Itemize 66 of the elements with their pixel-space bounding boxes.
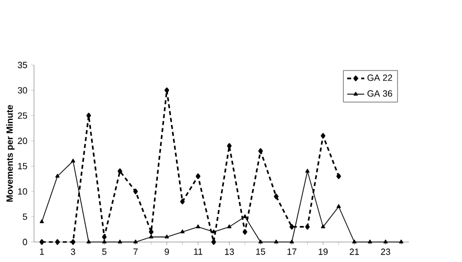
point bbox=[55, 239, 60, 245]
x-tick-label: 11 bbox=[194, 248, 202, 255]
point bbox=[149, 234, 154, 238]
x-tick-label: 3 bbox=[70, 248, 76, 255]
point bbox=[86, 240, 91, 244]
point bbox=[320, 133, 326, 139]
point bbox=[164, 234, 169, 238]
y-tick-label: 10 bbox=[18, 188, 28, 195]
y-tick-label: 20 bbox=[18, 138, 28, 144]
point bbox=[212, 229, 216, 234]
y-tick-label: 15 bbox=[18, 163, 28, 170]
point bbox=[86, 112, 91, 118]
y-tick-label: 5 bbox=[22, 214, 28, 220]
x-tick-label: 13 bbox=[225, 248, 234, 255]
point bbox=[336, 204, 341, 208]
x-tick-label: 1 bbox=[40, 248, 44, 255]
point bbox=[180, 229, 185, 234]
x-tick-label: 21 bbox=[350, 248, 359, 255]
y-axis-title: Movements per Minute bbox=[6, 105, 15, 202]
point bbox=[290, 240, 294, 244]
point bbox=[290, 224, 294, 230]
point bbox=[274, 240, 278, 244]
point bbox=[55, 174, 60, 178]
legend-label: GA 22 bbox=[367, 74, 392, 81]
point bbox=[258, 240, 263, 244]
point bbox=[164, 87, 170, 94]
y-tick-label: 30 bbox=[18, 87, 28, 94]
x-tick-label: 17 bbox=[288, 248, 296, 255]
point bbox=[352, 240, 356, 244]
point bbox=[133, 240, 138, 244]
point bbox=[320, 224, 326, 228]
point bbox=[274, 194, 278, 200]
y-tick-label: 0 bbox=[22, 238, 28, 246]
point bbox=[242, 214, 248, 218]
x-tick-label: 15 bbox=[256, 248, 266, 255]
y-tick-label: 35 bbox=[18, 62, 28, 68]
point bbox=[180, 198, 185, 204]
point bbox=[118, 168, 122, 174]
point bbox=[336, 173, 341, 180]
legend-label: GA 36 bbox=[367, 90, 392, 97]
point bbox=[118, 240, 122, 244]
point bbox=[227, 224, 232, 228]
point bbox=[399, 240, 404, 244]
x-tick-label: 7 bbox=[134, 248, 138, 255]
point bbox=[368, 240, 372, 244]
point bbox=[211, 239, 216, 245]
x-tick-label: 23 bbox=[381, 248, 390, 255]
point bbox=[258, 148, 263, 154]
point bbox=[40, 239, 44, 245]
point bbox=[70, 158, 76, 162]
point bbox=[305, 224, 310, 230]
x-tick-label: 19 bbox=[318, 248, 328, 255]
point bbox=[242, 229, 248, 235]
point bbox=[70, 239, 76, 245]
x-tick-label: 5 bbox=[102, 248, 106, 255]
y-tick-label: 25 bbox=[18, 112, 28, 119]
point bbox=[383, 240, 388, 244]
point bbox=[133, 188, 138, 194]
point bbox=[102, 240, 106, 244]
x-tick-label: 9 bbox=[164, 248, 169, 255]
point bbox=[102, 234, 107, 240]
point bbox=[305, 168, 310, 173]
point bbox=[40, 219, 44, 224]
point bbox=[196, 173, 200, 180]
point bbox=[148, 229, 154, 235]
point bbox=[196, 224, 200, 228]
